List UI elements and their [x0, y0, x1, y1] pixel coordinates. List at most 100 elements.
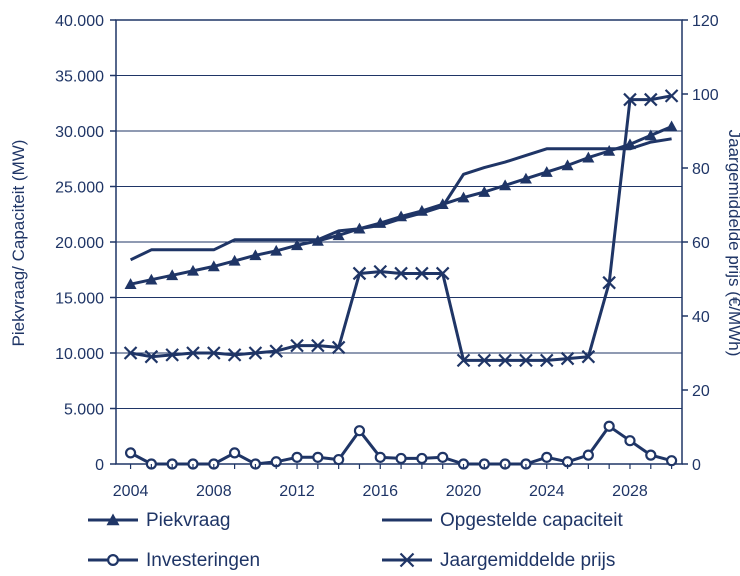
x-tick-label: 2028 — [612, 483, 648, 500]
data-point — [582, 151, 595, 163]
data-point — [144, 349, 159, 364]
legend-item: Jaargemiddelde prijs — [382, 550, 615, 571]
data-point — [415, 266, 429, 281]
data-point — [229, 447, 241, 459]
axes-layer: 0 5.000 10.000 15.000 20.000 25.000 30.000 35.0… — [55, 13, 719, 500]
data-point — [456, 353, 471, 368]
y-axis-right-title: Jaargemiddelde prijs (€/MWh) — [725, 130, 740, 357]
data-point — [373, 264, 388, 279]
series-piekvraag — [124, 120, 678, 289]
data-point — [664, 89, 679, 103]
y-left-tick-label: 35.000 — [55, 69, 104, 86]
legend-swatch-marker — [399, 552, 415, 568]
data-point — [645, 449, 657, 461]
data-point — [478, 186, 491, 197]
legend: Piekvraag Opgestelde capaciteit Investerin… — [88, 510, 623, 571]
series-line — [130, 94, 672, 362]
data-point — [291, 239, 304, 251]
data-point — [603, 420, 615, 432]
legend-swatch-marker — [107, 554, 119, 566]
data-point — [312, 451, 324, 463]
data-point — [582, 449, 594, 461]
data-point — [311, 338, 325, 353]
data-point — [353, 425, 366, 437]
data-point — [227, 348, 242, 362]
data-point — [333, 453, 345, 466]
data-point — [457, 191, 470, 203]
y-right-tick-label: 60 — [692, 235, 710, 252]
data-point — [519, 172, 532, 184]
gridlines — [116, 75, 682, 409]
x-tick-label: 2020 — [446, 483, 482, 500]
data-point — [207, 260, 220, 272]
y-right-tick-label: 80 — [692, 161, 710, 178]
x-tick-label: 2012 — [279, 483, 315, 500]
y-right-tick-label: 40 — [692, 309, 710, 326]
data-point — [498, 353, 512, 368]
data-point — [374, 451, 386, 463]
data-point — [581, 349, 596, 364]
legend-label: Investeringen — [146, 550, 260, 571]
data-point — [124, 278, 137, 289]
y-left-tick-label: 40.000 — [55, 13, 104, 30]
data-point — [145, 273, 158, 285]
data-point — [541, 451, 553, 463]
y-left-tick-label: 10.000 — [55, 346, 104, 363]
legend-label: Jaargemiddelde prijs — [440, 550, 615, 571]
data-point — [395, 452, 407, 465]
x-tick-label: 2008 — [196, 483, 232, 500]
y-left-tick-label: 30.000 — [55, 124, 104, 141]
y-right-tick-label: 120 — [692, 13, 719, 30]
y-right-tick-label: 20 — [692, 383, 710, 400]
data-point — [665, 120, 678, 132]
data-point — [437, 451, 449, 463]
y-left-tick-label: 20.000 — [55, 235, 104, 252]
y-axis-left-title: Piekvraag/ Capaciteit (MW) — [9, 140, 28, 347]
x-tick-label: 2024 — [529, 483, 565, 500]
data-point — [499, 179, 512, 191]
data-point — [331, 340, 346, 355]
y-left-tick-label: 25.000 — [55, 180, 104, 197]
data-point — [186, 264, 199, 276]
series-line — [129, 137, 672, 262]
y-left-tick-label: 15.000 — [55, 291, 104, 308]
data-point — [394, 266, 408, 281]
legend-item: Investeringen — [88, 550, 260, 571]
data-point — [290, 338, 304, 353]
x-tick-label: 2016 — [362, 483, 398, 500]
data-point — [165, 348, 179, 362]
data-point — [623, 92, 637, 107]
y-left-tick-label: 0 — [95, 457, 104, 474]
data-point — [332, 229, 345, 241]
data-point — [228, 254, 241, 266]
legend-item: Piekvraag — [88, 510, 231, 531]
series-layer — [123, 89, 679, 470]
data-point — [291, 451, 303, 463]
series-opgestelde-capaciteit — [129, 137, 672, 262]
data-point — [561, 159, 574, 171]
data-point — [560, 351, 575, 366]
data-point — [352, 266, 367, 281]
data-point — [644, 92, 658, 107]
data-point — [540, 166, 553, 177]
series-investeringen — [124, 420, 678, 470]
data-point — [665, 455, 678, 467]
data-point — [269, 344, 284, 358]
data-point — [270, 244, 283, 256]
legend-label: Piekvraag — [146, 510, 231, 531]
data-point — [248, 346, 263, 360]
data-point — [416, 452, 428, 465]
data-point — [207, 346, 221, 360]
legend-label: Opgestelde capaciteit — [440, 510, 623, 531]
data-point — [186, 346, 200, 360]
y-left-tick-label: 5.000 — [64, 402, 104, 419]
data-point — [123, 346, 138, 360]
data-point — [602, 275, 616, 290]
x-tick-label: 2004 — [113, 483, 149, 500]
data-point — [519, 353, 533, 368]
data-point — [477, 353, 492, 368]
data-point — [539, 353, 554, 368]
data-point — [644, 129, 657, 141]
data-point — [603, 144, 616, 156]
